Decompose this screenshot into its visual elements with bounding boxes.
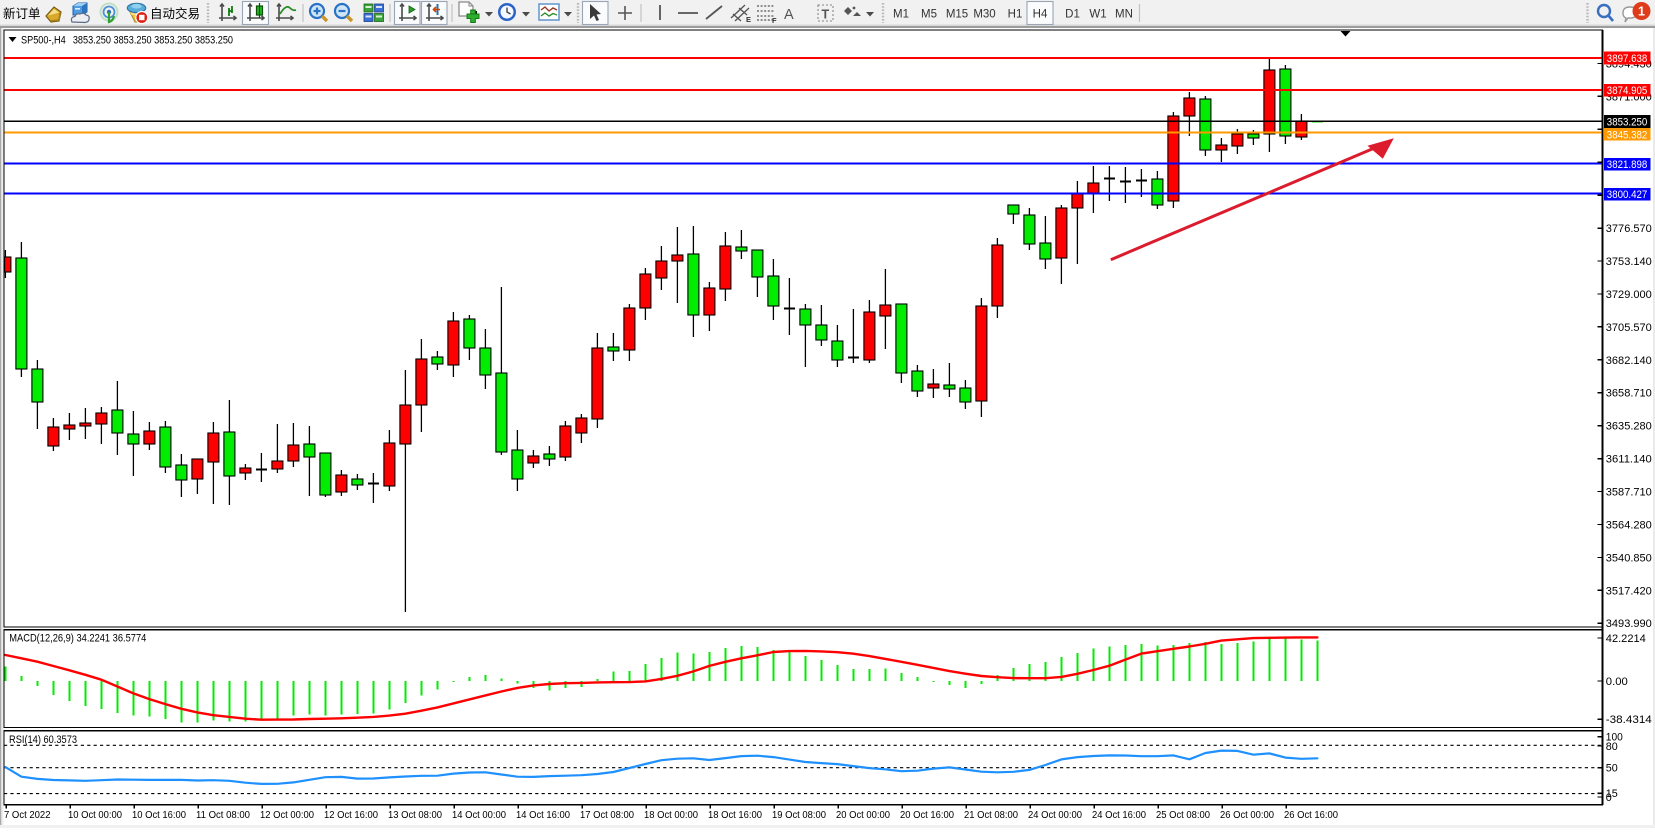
svg-text:21 Oct 08:00: 21 Oct 08:00 (964, 810, 1019, 821)
svg-text:3845.382: 3845.382 (1607, 129, 1648, 141)
svg-text:MN: MN (1115, 9, 1133, 21)
svg-text:0: 0 (1606, 792, 1612, 804)
svg-text:26 Oct 00:00: 26 Oct 00:00 (1220, 810, 1275, 821)
svg-text:24 Oct 00:00: 24 Oct 00:00 (1028, 810, 1083, 821)
svg-text:10 Oct 00:00: 10 Oct 00:00 (68, 810, 123, 821)
svg-text:14 Oct 16:00: 14 Oct 16:00 (516, 810, 571, 821)
svg-text:3776.570: 3776.570 (1606, 223, 1652, 235)
svg-text:17 Oct 08:00: 17 Oct 08:00 (580, 810, 635, 821)
svg-text:3540.850: 3540.850 (1606, 552, 1652, 564)
svg-text:0.00: 0.00 (1606, 676, 1628, 688)
svg-text:D1: D1 (1065, 9, 1080, 21)
svg-text:42.2214: 42.2214 (1606, 633, 1646, 645)
svg-text:18 Oct 16:00: 18 Oct 16:00 (708, 810, 763, 821)
svg-text:3493.990: 3493.990 (1606, 618, 1652, 630)
svg-text:3821.898: 3821.898 (1607, 159, 1648, 171)
svg-text:14 Oct 00:00: 14 Oct 00:00 (452, 810, 507, 821)
svg-text:新订单: 新订单 (3, 6, 41, 21)
svg-text:H4: H4 (1033, 9, 1048, 21)
svg-text:T: T (822, 8, 830, 22)
svg-text:15: 15 (1606, 788, 1618, 800)
svg-text:12 Oct 16:00: 12 Oct 16:00 (324, 810, 379, 821)
svg-text:F: F (772, 16, 777, 25)
svg-text:3611.140: 3611.140 (1606, 454, 1652, 466)
svg-text:50: 50 (1606, 763, 1618, 775)
svg-text:1: 1 (1638, 5, 1645, 19)
svg-text:3874.905: 3874.905 (1607, 85, 1648, 97)
svg-text:3853.250: 3853.250 (1607, 116, 1648, 128)
svg-text:80: 80 (1606, 741, 1618, 753)
svg-text:24 Oct 16:00: 24 Oct 16:00 (1092, 810, 1147, 821)
svg-text:RSI(14) 60.3573: RSI(14) 60.3573 (9, 734, 77, 746)
svg-text:W1: W1 (1089, 9, 1106, 21)
svg-text:11 Oct 08:00: 11 Oct 08:00 (196, 810, 251, 821)
svg-text:M1: M1 (893, 9, 909, 21)
svg-text:25 Oct 08:00: 25 Oct 08:00 (1156, 810, 1211, 821)
svg-text:3635.280: 3635.280 (1606, 421, 1652, 433)
svg-text:20 Oct 16:00: 20 Oct 16:00 (900, 810, 955, 821)
svg-text:3682.140: 3682.140 (1606, 355, 1652, 367)
svg-text:7 Oct 2022: 7 Oct 2022 (4, 810, 51, 821)
svg-text:20 Oct 00:00: 20 Oct 00:00 (836, 810, 891, 821)
svg-text:3705.570: 3705.570 (1606, 322, 1652, 334)
svg-text:3564.280: 3564.280 (1606, 519, 1652, 531)
svg-text:M30: M30 (973, 9, 995, 21)
svg-text:3800.427: 3800.427 (1607, 189, 1648, 201)
svg-text:13 Oct 08:00: 13 Oct 08:00 (388, 810, 443, 821)
svg-text:3753.140: 3753.140 (1606, 256, 1652, 268)
svg-text:3897.638: 3897.638 (1607, 53, 1648, 65)
svg-text:H1: H1 (1008, 9, 1023, 21)
svg-text:3587.710: 3587.710 (1606, 487, 1652, 499)
svg-text:10 Oct 16:00: 10 Oct 16:00 (132, 810, 187, 821)
svg-text:18 Oct 00:00: 18 Oct 00:00 (644, 810, 699, 821)
svg-text:26 Oct 16:00: 26 Oct 16:00 (1284, 810, 1339, 821)
svg-text:3517.420: 3517.420 (1606, 585, 1652, 597)
svg-text:3729.000: 3729.000 (1606, 289, 1652, 301)
svg-text:100: 100 (1606, 732, 1623, 744)
svg-text:MACD(12,26,9) 34.2241 36.5774: MACD(12,26,9) 34.2241 36.5774 (9, 633, 146, 645)
svg-text:M5: M5 (921, 9, 937, 21)
svg-text:19 Oct 08:00: 19 Oct 08:00 (772, 810, 827, 821)
svg-text:自动交易: 自动交易 (150, 6, 200, 21)
svg-text:E: E (746, 15, 751, 24)
svg-text:A: A (784, 7, 794, 23)
svg-text:3658.710: 3658.710 (1606, 388, 1652, 400)
svg-text:-38.4314: -38.4314 (1606, 714, 1652, 726)
svg-text:12 Oct 00:00: 12 Oct 00:00 (260, 810, 315, 821)
svg-text:M15: M15 (946, 9, 968, 21)
svg-text:SP500-,H4 3853.250 3853.250 3: SP500-,H4 3853.250 3853.250 3853.250 385… (21, 35, 233, 47)
